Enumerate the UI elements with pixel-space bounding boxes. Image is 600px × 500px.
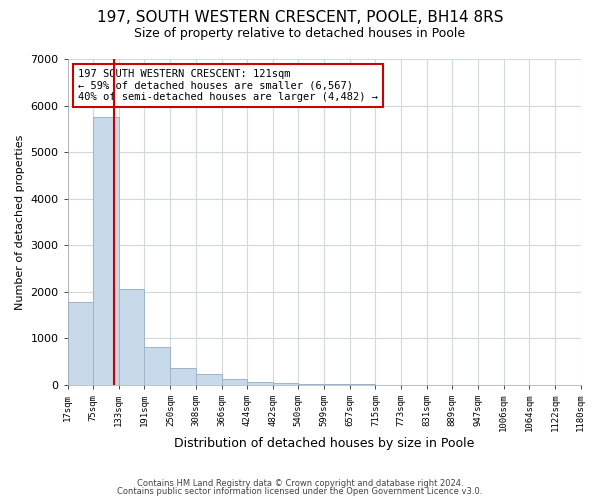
Bar	[273, 383, 298, 385]
Text: Contains HM Land Registry data © Crown copyright and database right 2024.: Contains HM Land Registry data © Crown c…	[137, 478, 463, 488]
X-axis label: Distribution of detached houses by size in Poole: Distribution of detached houses by size …	[174, 437, 474, 450]
Bar	[298, 384, 325, 385]
Bar	[325, 384, 350, 385]
Bar	[247, 382, 273, 385]
Bar	[119, 290, 145, 385]
Text: Contains public sector information licensed under the Open Government Licence v3: Contains public sector information licen…	[118, 487, 482, 496]
Bar	[221, 379, 247, 385]
Text: 197 SOUTH WESTERN CRESCENT: 121sqm
← 59% of detached houses are smaller (6,567)
: 197 SOUTH WESTERN CRESCENT: 121sqm ← 59%…	[78, 69, 378, 102]
Bar	[145, 346, 170, 385]
Bar	[196, 374, 221, 385]
Y-axis label: Number of detached properties: Number of detached properties	[15, 134, 25, 310]
Bar	[68, 302, 93, 385]
Text: Size of property relative to detached houses in Poole: Size of property relative to detached ho…	[134, 28, 466, 40]
Text: 197, SOUTH WESTERN CRESCENT, POOLE, BH14 8RS: 197, SOUTH WESTERN CRESCENT, POOLE, BH14…	[97, 10, 503, 25]
Bar	[170, 368, 196, 385]
Bar	[93, 117, 119, 385]
